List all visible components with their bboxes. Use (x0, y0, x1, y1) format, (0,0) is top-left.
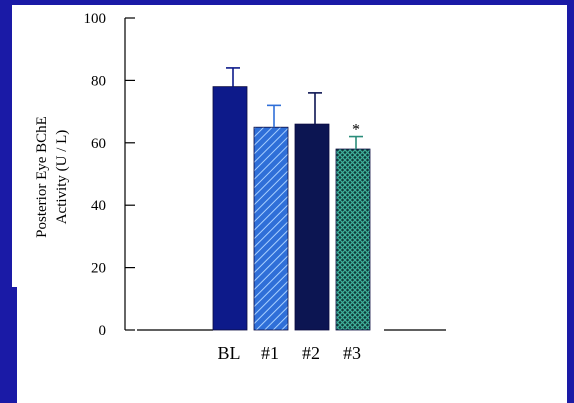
y-axis-title-line2: Activity (U / L) (54, 130, 70, 225)
y-axis-title-line1: Posterior Eye BChE (34, 116, 50, 238)
x-tick-label: #3 (343, 343, 361, 363)
frame-left-accent (12, 287, 17, 403)
chart-labels: 0 20 40 60 80 100 BL #1 #2 #3 * (84, 11, 362, 363)
frame-left-border (0, 0, 12, 403)
bar-#3 (335, 148, 371, 331)
y-tick-label: 20 (91, 261, 106, 277)
significance-marker: * (352, 122, 360, 139)
frame-right-border (567, 0, 574, 403)
y-axis-title: Posterior Eye BChE Activity (U / L) (34, 116, 70, 238)
bar-#1 (253, 126, 289, 331)
y-tick-label: 80 (91, 73, 106, 89)
bar-#2 (294, 123, 330, 331)
chart-bars (212, 67, 371, 331)
x-tick-label: #1 (261, 343, 279, 363)
y-tick-label: 100 (84, 11, 107, 27)
chart-axes (124, 17, 446, 331)
x-tick-label: BL (217, 343, 240, 363)
y-tick-label: 40 (91, 198, 106, 214)
y-tick-label: 0 (99, 323, 107, 339)
bar-BL (212, 86, 248, 331)
y-tick-label: 60 (91, 136, 106, 152)
x-tick-label: #2 (302, 343, 320, 363)
frame-top-border (0, 0, 574, 5)
